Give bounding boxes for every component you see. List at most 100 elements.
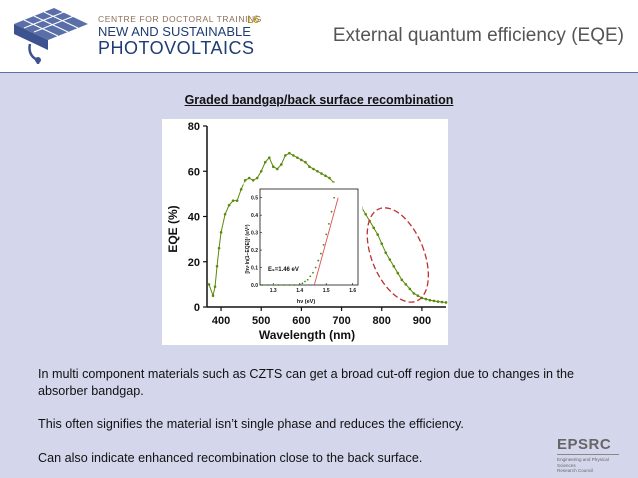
tauc-point	[306, 278, 309, 281]
eqe-point	[400, 278, 404, 282]
eqe-point	[271, 165, 275, 169]
eqe-point	[444, 301, 448, 304]
eqe-point	[267, 156, 271, 159]
tauc-point	[304, 280, 306, 283]
eqe-chart: 400 500 600 700 800 900 0 20 40 60 80 Wavelength (…	[162, 119, 448, 345]
epsrc-subtitle-2: Research Council	[557, 468, 594, 473]
tauc-point	[320, 252, 322, 255]
eqe-point	[412, 292, 416, 295]
inset-annotation: E₉=1.46 eV	[268, 267, 299, 273]
tauc-point	[272, 284, 275, 286]
tauc-point	[327, 223, 330, 225]
inset-x-tick-label: 1.4	[296, 288, 303, 294]
eqe-point	[288, 151, 291, 155]
inset-frame	[259, 188, 359, 286]
eqe-point	[308, 165, 311, 169]
inset-background	[243, 182, 363, 300]
tauc-point	[267, 284, 269, 286]
eqe-point	[280, 163, 283, 166]
eqe-point	[440, 300, 444, 304]
x-tick-label: 900	[413, 315, 431, 327]
eqe-point	[392, 264, 396, 268]
tauc-point	[298, 283, 301, 286]
inset-x-tick-label: 1.5	[323, 288, 330, 294]
inset-x-tick-label: 1.3	[270, 288, 277, 294]
eqe-point	[239, 188, 243, 191]
eqe-point	[219, 231, 223, 234]
figure-title: Graded bandgap/back surface recombinatio…	[184, 93, 454, 107]
tauc-point	[288, 284, 291, 286]
eqe-point	[235, 199, 239, 202]
eqe-point	[215, 264, 219, 268]
tauc-point	[312, 271, 314, 274]
tauc-series	[261, 196, 336, 286]
tauc-fit-line	[313, 197, 339, 286]
x-tick-label: 400	[212, 315, 230, 327]
eqe-point	[408, 287, 412, 291]
eqe-point	[263, 160, 267, 164]
x-tick-label: 500	[252, 315, 270, 327]
eqe-point	[243, 179, 247, 182]
inset-y-tick-label: 0.3	[251, 231, 258, 237]
tauc-point	[282, 284, 285, 286]
eqe-point	[324, 174, 327, 178]
eqe-point	[372, 226, 375, 230]
highlight-ellipse	[366, 207, 430, 303]
tauc-point	[322, 243, 325, 246]
inset-ticks: 1.3 1.4 1.5 1.6 0.0 0.1 0.2 0.3 0.4 0.5	[251, 196, 356, 294]
eqe-point	[396, 271, 400, 275]
tauc-point	[325, 233, 328, 236]
eqe-point	[207, 283, 211, 286]
tauc-point	[309, 275, 312, 278]
y-axis-label: EQE (%)	[166, 205, 180, 252]
eqe-point	[424, 297, 428, 301]
eqe-point	[312, 167, 315, 171]
y-tick-label: 80	[188, 121, 200, 133]
eqe-point	[275, 167, 279, 171]
eqe-point	[428, 298, 432, 302]
eqe-point	[316, 169, 319, 173]
inset-y-tick-label: 0.1	[251, 266, 258, 272]
slide-header: CENTRE FOR DOCTORAL TRAINING NEW AND SUS…	[0, 0, 638, 72]
eqe-point	[227, 203, 231, 207]
eqe-point	[300, 158, 303, 162]
logo-text-centre: CENTRE FOR DOCTORAL TRAINING	[98, 14, 262, 24]
slide-title: External quantum efficiency (EQE)	[332, 25, 624, 46]
inset-y-label: [hν·ln(1−EQE)]² (eV²)	[245, 224, 251, 273]
x-tick-label: 600	[292, 315, 310, 327]
x-tick-label: 800	[373, 315, 391, 327]
eqe-point	[217, 246, 221, 250]
eqe-point	[247, 176, 251, 180]
eqe-point	[432, 299, 436, 303]
tauc-point	[330, 210, 333, 213]
epsrc-divider	[557, 454, 619, 455]
eqe-point	[231, 199, 235, 202]
eqe-point	[320, 172, 323, 175]
eqe-point	[388, 258, 392, 261]
inset-y-tick-label: 0.4	[251, 213, 258, 219]
recombination-ellipse	[366, 207, 430, 303]
eqe-point	[384, 251, 388, 254]
inset-y-tick-label: 0.2	[251, 248, 258, 254]
inset-y-tick-label: 0.0	[251, 283, 258, 289]
lecture-tag: L6	[247, 14, 260, 26]
inset-x-tick-label: 1.6	[349, 288, 356, 294]
paragraph-broad-cutoff: In multi component materials such as CZT…	[38, 367, 574, 398]
y-tick-label: 60	[188, 166, 200, 178]
eqe-point	[211, 294, 215, 297]
eqe-point	[223, 212, 227, 216]
x-axis-label: Wavelength (nm)	[259, 328, 355, 342]
tauc-point	[301, 282, 304, 285]
eqe-point	[251, 179, 255, 182]
solar-panel-logo-icon	[14, 8, 88, 64]
logo-text-photovoltaics: PHOTOVOLTAICS	[98, 38, 255, 58]
eqe-point	[213, 285, 217, 288]
epsrc-subtitle-1: Engineering and Physical Sciences	[557, 457, 609, 468]
paragraph-single-phase: This often signifies the material isn’t …	[38, 417, 464, 431]
eqe-point	[376, 233, 380, 236]
eqe-point	[436, 300, 440, 303]
y-tick-label: 0	[194, 302, 200, 314]
x-tick-label: 700	[332, 315, 350, 327]
eqe-point	[296, 156, 299, 159]
inset-x-label: hν (eV)	[297, 299, 316, 305]
